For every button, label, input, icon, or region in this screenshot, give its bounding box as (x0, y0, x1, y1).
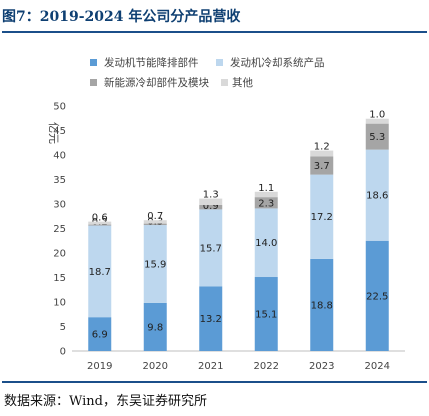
bar-segment (88, 224, 112, 226)
source-note: 数据来源：Wind，东吴证券研究所 (4, 394, 207, 409)
data-label: 6.9 (92, 330, 108, 341)
legend-label: 新能源冷却部件及模块 (104, 76, 209, 89)
bar-segment (143, 225, 167, 303)
data-label: 5.3 (369, 132, 385, 143)
y-tick-label: 25 (53, 224, 66, 235)
bar-segment (310, 258, 334, 351)
bar-segment (254, 197, 278, 209)
bar-segment (310, 156, 334, 175)
bar-segment (199, 198, 223, 205)
bar-segment (365, 118, 389, 124)
bar-segment (254, 208, 278, 278)
bar-segment (254, 191, 278, 198)
bar-segment (254, 277, 278, 351)
bar-segment (310, 174, 334, 259)
bar-segment (88, 225, 112, 318)
y-tick-label: 40 (53, 151, 66, 162)
data-label: 18.8 (311, 300, 333, 311)
bar-segment (143, 220, 167, 224)
bar-segment (143, 223, 167, 226)
data-label: 15.7 (200, 243, 222, 254)
data-label: 1.1 (258, 183, 274, 194)
legend-label: 其他 (232, 76, 253, 89)
data-label: 14.0 (255, 238, 277, 249)
bar-segment (365, 240, 389, 351)
bar-segment (365, 149, 389, 241)
bar-segment (365, 123, 389, 150)
x-tick-label: 2021 (198, 361, 223, 372)
data-label: 1.3 (203, 190, 219, 201)
bar-segment (143, 302, 167, 351)
y-tick-label: 0 (60, 347, 66, 358)
data-label: 3.7 (314, 161, 330, 172)
x-tick-label: 2022 (254, 361, 279, 372)
bar-segment (310, 150, 334, 157)
data-label: 0.6 (92, 213, 108, 224)
y-tick-label: 5 (60, 322, 66, 333)
y-tick-label: 10 (53, 298, 66, 309)
data-label: 17.2 (311, 212, 333, 223)
legend-label: 发动机节能降排部件 (104, 56, 199, 69)
data-label: 0.7 (147, 211, 163, 222)
data-label: 9.8 (147, 322, 163, 333)
y-tick-label: 45 (53, 126, 66, 137)
legend-swatch (221, 79, 228, 86)
y-tick-label: 50 (53, 102, 66, 113)
bar-segment (88, 221, 112, 225)
bar-segment (199, 209, 223, 287)
legend-swatch (90, 59, 97, 66)
data-label: 18.7 (89, 267, 111, 278)
bar-segment (199, 204, 223, 210)
source-rule (2, 381, 427, 383)
bar-segment (88, 317, 112, 351)
figure-title: 图7：2019-2024 年公司分产品营收 (2, 9, 241, 25)
bars: 6.918.70.20.69.815.90.30.713.215.70.91.3… (88, 110, 389, 351)
legend-swatch (90, 79, 97, 86)
data-label: 15.9 (144, 260, 166, 271)
legend-label: 发动机冷却系统产品 (230, 56, 325, 69)
data-label: 13.2 (200, 314, 222, 325)
y-tick-label: 35 (53, 175, 66, 186)
data-label: 1.0 (369, 110, 385, 121)
y-tick-label: 20 (53, 249, 66, 260)
data-label: 2.3 (258, 198, 274, 209)
data-label: 22.5 (366, 291, 388, 302)
x-tick-label: 2020 (143, 361, 168, 372)
data-label: 18.6 (366, 191, 388, 202)
x-tick-label: 2019 (87, 361, 112, 372)
data-label: 1.2 (314, 142, 330, 153)
axes: 0 5 10 15 20 25 30 35 40 45 50 亿元 2019 2020 2021 2022 20… (47, 102, 405, 372)
bar-segment (199, 286, 223, 351)
x-tick-label: 2024 (365, 361, 390, 372)
data-label: 15.1 (255, 310, 277, 321)
y-tick-label: 30 (53, 200, 66, 211)
legend-swatch (216, 59, 223, 66)
y-tick-label: 15 (53, 273, 66, 284)
title-rule (2, 31, 427, 33)
y-axis-label: 亿元 (47, 122, 60, 144)
data-label: 0.9 (203, 201, 219, 212)
x-tick-label: 2023 (309, 361, 334, 372)
